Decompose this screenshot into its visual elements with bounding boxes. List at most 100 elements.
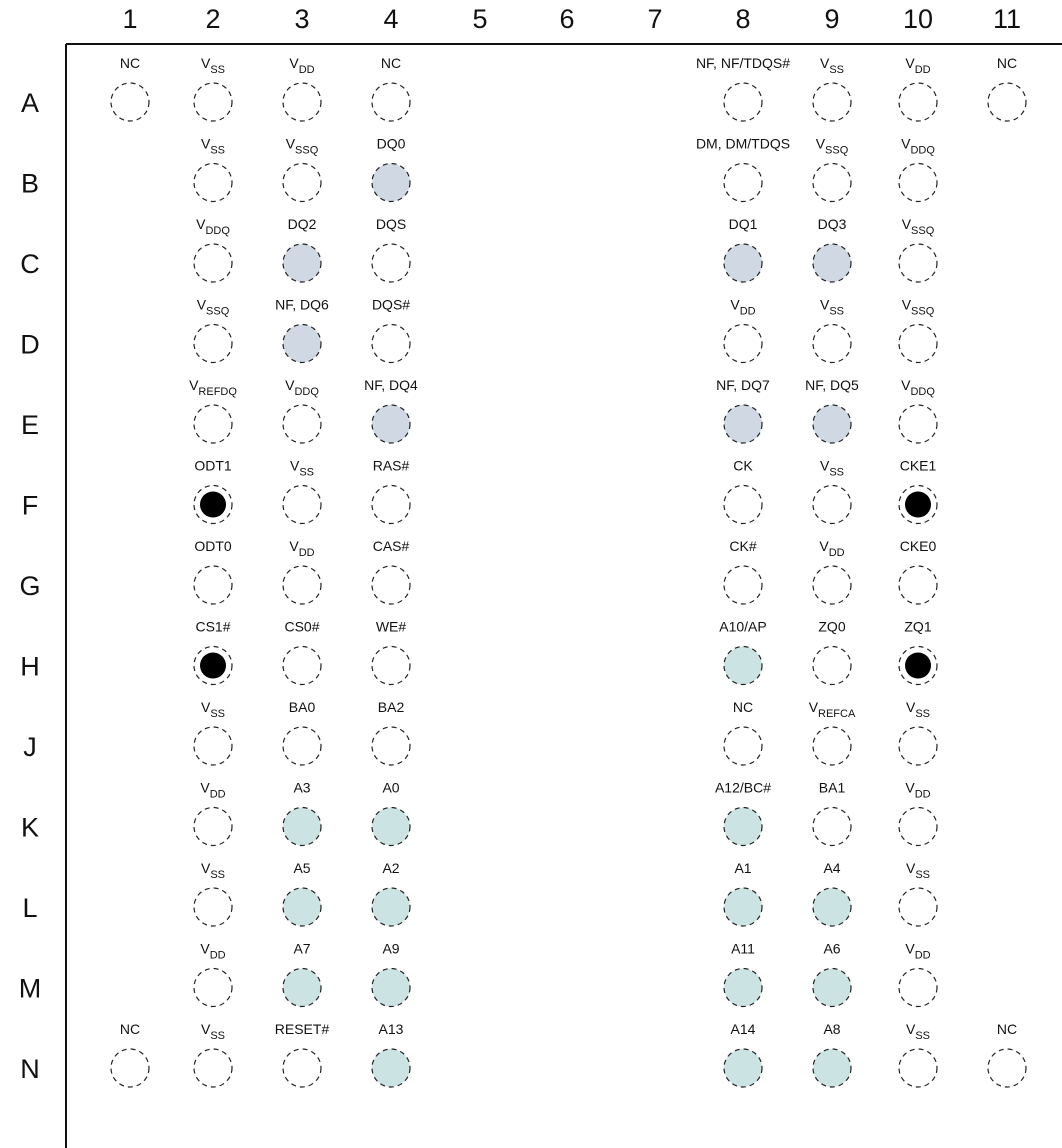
pin-label: VSS [820, 55, 844, 76]
ball-outline [282, 162, 322, 203]
ball-outline [898, 323, 938, 364]
ball-outline [193, 967, 233, 1008]
pin-E10: VDDQ [898, 377, 938, 444]
row-header-A: A [21, 88, 39, 118]
pin-label-main: V [905, 780, 915, 796]
pin-label-main: CKE0 [900, 538, 937, 554]
ball-outline [371, 967, 411, 1008]
pin-label-main: V [906, 860, 916, 876]
pin-label-subscript: SS [915, 1030, 930, 1042]
pin-label: VSSQ [286, 136, 319, 157]
pin-label: NF, DQ7 [716, 377, 770, 393]
ball-outline [282, 404, 322, 444]
ball-outline [193, 887, 233, 927]
pin-N1: NC [110, 1021, 150, 1088]
pin-G9: VDD [812, 538, 852, 605]
pin-label-main: V [820, 458, 830, 474]
pin-label-main: V [820, 55, 830, 71]
pin-label: RESET# [275, 1021, 330, 1037]
pin-H8: A10/AP [719, 619, 767, 686]
pin-label-main: ZQ1 [904, 619, 931, 635]
ball-outline [723, 565, 763, 605]
ball-outline [110, 82, 150, 122]
pin-label-main: V [286, 136, 296, 152]
ball-outline [898, 404, 938, 444]
pin-K4: A0 [371, 780, 411, 847]
pin-label-main: V [189, 377, 199, 393]
pin-label-subscript: SSQ [825, 145, 849, 157]
pin-label: DQ3 [818, 216, 847, 232]
pin-B10: VDDQ [898, 136, 938, 203]
pin-label: VDD [200, 941, 225, 962]
ball-outline [812, 323, 852, 364]
pin-label: CK# [729, 538, 756, 554]
pin-D10: VSSQ [898, 297, 938, 364]
ball-outline [282, 806, 322, 847]
pin-label: ODT0 [194, 538, 232, 554]
pin-label: VSS [201, 699, 225, 720]
pin-label-main: V [200, 941, 210, 957]
pin-A9: VSS [812, 55, 852, 122]
pin-label: VSS [290, 458, 314, 479]
pin-label-main: DM, DM/TDQS [696, 136, 790, 152]
pin-H10: ZQ1 [898, 619, 938, 686]
pin-label-subscript: DD [210, 789, 226, 801]
pin-label: VDD [819, 538, 844, 559]
pin-label-main: CK# [729, 538, 756, 554]
pin-F3: VSS [282, 458, 322, 525]
ball-outline [723, 887, 763, 927]
pin-label-main: NC [381, 55, 401, 71]
ball-outline [723, 323, 763, 364]
pin-label-main: A8 [823, 1021, 840, 1037]
pin-label-main: A5 [293, 860, 310, 876]
column-header-10: 10 [903, 4, 933, 34]
column-header-9: 9 [824, 4, 839, 34]
column-header-5: 5 [472, 4, 487, 34]
pin-label-main: A0 [382, 780, 399, 796]
pin-label-main: A1 [734, 860, 751, 876]
pin-label-main: A11 [731, 941, 755, 957]
row-header-J: J [23, 732, 37, 762]
pin-D4: DQS# [371, 297, 411, 364]
pin-label: VDD [905, 780, 930, 801]
pin-label-main: BA1 [819, 780, 846, 796]
column-header-7: 7 [647, 4, 662, 34]
ball-outline [193, 484, 233, 525]
pin-J9: VREFCA [809, 699, 856, 766]
pin-label: BA1 [819, 780, 846, 796]
pin-label-main: NC [997, 1021, 1017, 1037]
ball-outline [193, 404, 233, 444]
ball-outline [812, 806, 852, 847]
ball-outline [723, 726, 763, 766]
pin-label: NC [120, 1021, 140, 1037]
pin-label-main: BA2 [378, 699, 405, 715]
pin-H2: CS1# [193, 619, 233, 686]
pin-label: BA2 [378, 699, 405, 715]
ball-outline [193, 162, 233, 203]
pin-label: VSSQ [197, 297, 230, 318]
pin-L8: A1 [723, 860, 763, 927]
pin-label-main: NF, NF/TDQS# [696, 55, 790, 71]
pin-label-subscript: SS [299, 467, 314, 479]
pin-label: VDD [905, 941, 930, 962]
ball-outline [812, 82, 852, 122]
ball-outline [723, 484, 763, 525]
package-outline [65, 43, 1062, 1148]
pin-label-subscript: SS [829, 64, 844, 76]
row-header-E: E [21, 410, 39, 440]
pin-label-main: CS0# [284, 619, 319, 635]
pin-label-subscript: DD [299, 64, 315, 76]
pin-label-subscript: DD [915, 950, 931, 962]
pin-label: ODT1 [194, 458, 232, 474]
ball-outline [371, 323, 411, 364]
pin-label: A9 [382, 941, 399, 957]
ball-outline [282, 887, 322, 927]
row-header-F: F [22, 491, 39, 521]
pin-F4: RAS# [371, 458, 411, 525]
pin-label: ZQ0 [818, 619, 845, 635]
ball-outline [812, 967, 852, 1008]
pin-label-main: V [901, 377, 911, 393]
pin-label-main: V [289, 538, 299, 554]
